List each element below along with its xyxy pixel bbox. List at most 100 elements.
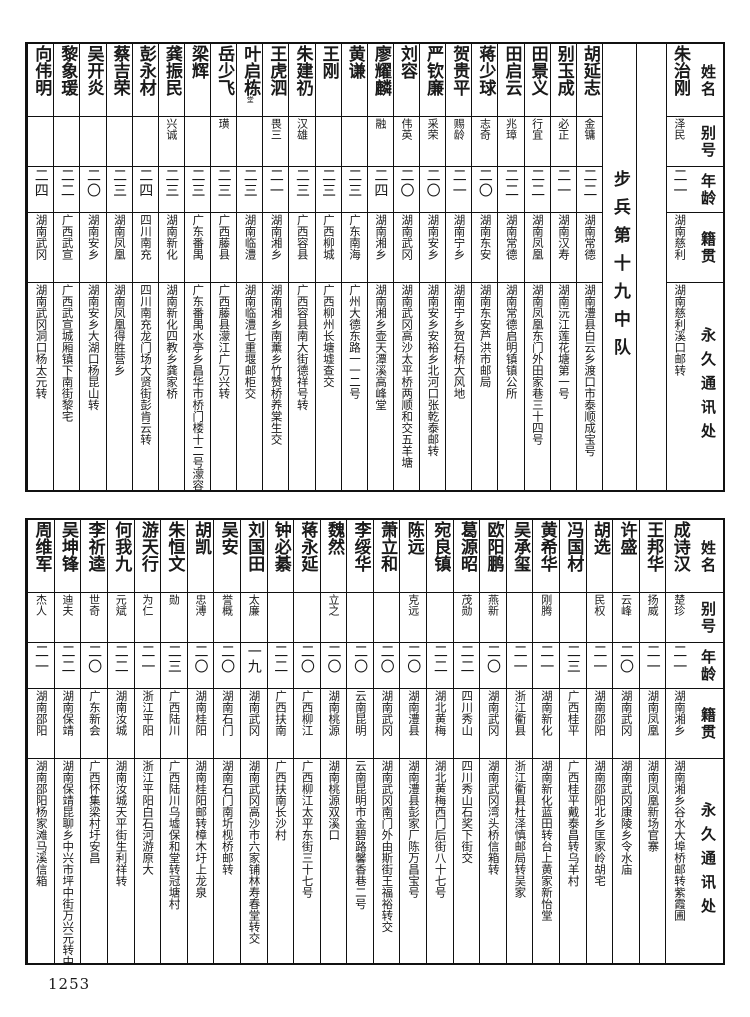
person-address: 湖南湘乡壶天潭溪高峰堂 (367, 282, 393, 490)
person-age: 二三 (315, 166, 341, 212)
person-alias: 云峰 (613, 592, 639, 642)
person-name: 龚振民 (159, 44, 184, 116)
person-address-text: 湖南新化四教乡龚家桥 (165, 284, 180, 399)
person-native-place: 湖南临澧 (237, 212, 263, 282)
person-name: 岳少飞 (211, 44, 236, 116)
person-alias: 兴诚 (158, 116, 184, 166)
person-address: 湖南湘乡南薰乡竹赞桥养棠生交 (263, 282, 289, 490)
person-age: 二四 (132, 166, 158, 212)
person-address: 湖南宁乡贺石桥大风地 (446, 282, 472, 490)
page-number: 1253 (48, 975, 91, 993)
person-address-text: 湖南凤凰得胜营乡 (112, 284, 127, 376)
person-address: 湖南保靖昆聊乡中兴市坪中街万兴元转中溪 (54, 758, 81, 963)
person-alias-text: 汉雄 (295, 118, 309, 140)
person-column: 王刚 二三 广西柳城 广西柳州长塘墟查交 (314, 44, 341, 490)
person-name-text: 欧阳鹏 (483, 521, 504, 572)
person-age-text: 二二 (458, 644, 475, 674)
person-alias (80, 116, 106, 166)
person-address: 湖南邵阳杨家滩马溪信箱 (28, 758, 54, 963)
person-native-place: 湖南汉寿 (550, 212, 576, 282)
person-address: 湖南慈利溪口邮转 (666, 282, 692, 490)
person-name-text: 蒋少球 (475, 45, 496, 96)
person-column: 魏然 立之 二〇 湖南桃源 湖南桃源双溪口 (319, 520, 347, 963)
person-native-place: 湖南桂阳 (187, 688, 214, 758)
person-age: 二一 (263, 166, 289, 212)
person-address-text: 湖南安乡安裕乡北河口张乾泰邮转 (426, 284, 441, 457)
person-address-text: 湖南武冈洞口杨太元转 (34, 284, 49, 399)
person-alias (373, 592, 400, 642)
person-name-text: 刘容 (396, 45, 417, 79)
person-address: 湖南汝城天平街生利祥转 (107, 758, 134, 963)
person-name-text: 陈远 (403, 521, 424, 555)
person-address-text: 湖南沅江莲花塘第一号 (556, 284, 571, 399)
person-age: 二二 (524, 166, 550, 212)
person-native-place: 湖北黄梅 (427, 688, 453, 758)
person-age-text: 二一 (591, 644, 608, 674)
person-age-text: 二二 (59, 644, 76, 674)
person-native-place: 广西容县 (289, 212, 315, 282)
person-column: 钟必綦 二二 广西扶南 广西扶南长沙村 (266, 520, 294, 963)
person-alias-text: 立之 (326, 594, 340, 616)
person-age-text: 二〇 (405, 644, 422, 674)
person-alias-text: 志奇 (478, 118, 492, 140)
person-alias-text: 畏三 (269, 118, 283, 140)
person-alias: 楚珍 (666, 592, 692, 642)
person-name-text: 冯国材 (563, 521, 584, 572)
label-native: 籍贯 (692, 212, 723, 282)
person-name: 朱恒文 (161, 520, 187, 592)
person-name-text: 魏然 (323, 521, 344, 555)
person-native-place-text: 浙江平阳 (141, 690, 156, 736)
person-name: 魏然 (321, 520, 347, 592)
person-age: 二〇 (214, 642, 240, 688)
person-alias-text: 民权 (592, 594, 606, 616)
person-alias: 元斌 (107, 592, 134, 642)
person-alias-text: 金镛 (582, 118, 596, 140)
person-alias-text: 赐龄 (452, 118, 466, 140)
person-native-place: 湖南武冈 (613, 688, 639, 758)
person-address-text: 湖南安乡大湖口杨昆山转 (86, 284, 101, 411)
person-age-text: 二三 (215, 168, 232, 198)
person-address: 湖南临澧七重堰邮柜交 (237, 282, 263, 490)
person-age: 二一 (446, 166, 472, 212)
person-name-text: 钟必綦 (270, 521, 291, 572)
person-age: 二〇 (373, 642, 400, 688)
person-native-place-text: 湖南邵阳 (34, 690, 49, 736)
person-alias-text: 忠溥 (194, 594, 208, 616)
person-name-text: 王邦华 (643, 521, 664, 572)
person-alias: 赐龄 (446, 116, 472, 166)
person-alias: 燕新 (480, 592, 506, 642)
person-alias (427, 592, 453, 642)
person-name-text: 田启云 (501, 45, 522, 96)
person-age-text: 二一 (644, 644, 661, 674)
person-name-text: 朱建礽 (292, 45, 313, 96)
person-name: 吴承玺 (507, 520, 533, 592)
person-native-place-text: 湖南凤凰 (112, 214, 127, 260)
person-native-place-text: 湖南常德 (504, 214, 519, 260)
person-alias-text: 誉概 (220, 594, 234, 616)
person-native-place: 湖南桃源 (320, 688, 347, 758)
spacer-column (635, 44, 666, 490)
person-alias-text: 云峰 (619, 594, 633, 616)
person-address-text: 湖北黄梅西门后街八十七号 (433, 760, 448, 898)
person-name: 黄希华 (533, 520, 559, 592)
label-age: 年龄 (692, 166, 723, 212)
person-name: 李祈逵 (81, 520, 107, 592)
person-native-place: 广西藤县 (211, 212, 237, 282)
person-alias-text: 燕新 (486, 594, 500, 616)
person-native-place: 广西陆川 (161, 688, 187, 758)
person-name: 许盛 (613, 520, 639, 592)
person-address-text: 湖南新化蓝田转台上黄家新怡堂 (539, 760, 554, 921)
person-age-text: 二〇 (352, 644, 369, 674)
person-native-place-text: 湖南桃源 (327, 690, 342, 736)
person-name: 吴坤锋 (55, 520, 81, 592)
person-column: 岳少飞璜二三 广西藤县 广西藤县濛江广万兴转 (210, 44, 237, 490)
person-native-place-text: 湖南武冈 (247, 690, 262, 736)
person-alias: 太廉 (240, 592, 267, 642)
person-native-place: 湖南武冈 (28, 212, 54, 282)
person-alias: 汉雄 (289, 116, 315, 166)
person-address: 广西容县南大街德祥号转 (289, 282, 315, 490)
person-native-place-text: 湖南武冈 (400, 214, 415, 260)
label-alias: 别号 (692, 592, 723, 642)
person-address: 湖南武冈南门外由斯街王福裕转交 (373, 758, 400, 963)
person-address: 广西扶南长沙村 (267, 758, 294, 963)
